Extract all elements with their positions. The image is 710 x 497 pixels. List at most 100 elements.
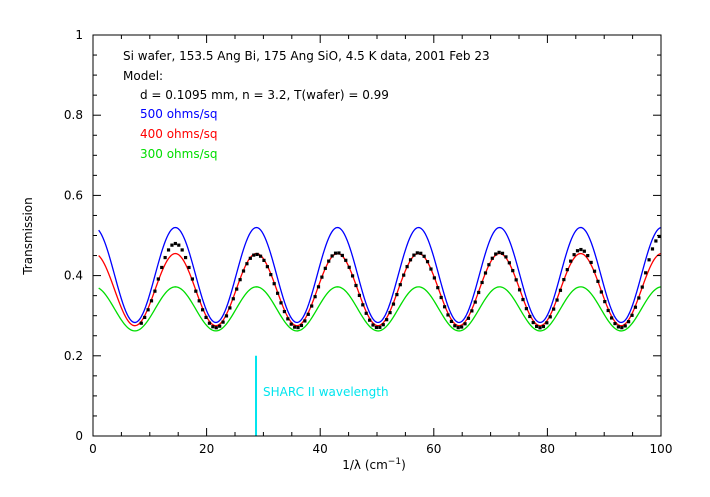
data-point <box>395 292 399 297</box>
data-point <box>340 253 344 258</box>
y-tick-label: 0 <box>75 429 83 443</box>
data-point <box>446 313 450 317</box>
x-axis-label-close: ) <box>401 458 406 472</box>
data-point <box>306 312 310 316</box>
data-point <box>504 255 508 259</box>
data-point <box>466 316 471 320</box>
data-point <box>218 324 222 328</box>
data-point <box>654 239 658 243</box>
data-point <box>316 285 321 289</box>
x-tick-label: 80 <box>540 442 555 456</box>
data-point <box>633 305 638 309</box>
data-points <box>139 234 661 330</box>
data-point <box>224 314 229 318</box>
data-point <box>480 280 484 285</box>
data-point <box>265 265 269 269</box>
data-point <box>575 249 580 253</box>
data-point <box>582 249 586 253</box>
data-point <box>398 283 402 287</box>
data-point <box>623 324 627 328</box>
data-point <box>286 317 290 321</box>
data-point <box>521 297 525 302</box>
series-line-0 <box>98 226 662 324</box>
axis-ticks: 0 20 40 60 80 100 0 0.2 0.4 0.6 0.8 1 <box>64 28 673 456</box>
data-point <box>252 253 256 257</box>
data-point <box>620 326 624 330</box>
data-point <box>170 243 174 247</box>
data-point <box>214 326 218 330</box>
data-point <box>538 326 542 330</box>
data-point <box>442 305 447 309</box>
data-point <box>483 271 488 275</box>
data-point <box>299 323 304 328</box>
x-axis-label: 1/λ (cm−1) <box>342 457 406 472</box>
data-point <box>333 251 338 255</box>
data-point <box>616 325 620 329</box>
data-point <box>555 298 559 302</box>
data-point <box>231 297 235 301</box>
data-point <box>330 254 334 258</box>
data-point <box>541 324 546 329</box>
data-point <box>207 321 212 325</box>
x-tick-label: 0 <box>89 442 97 456</box>
y-tick-label: 0.8 <box>64 108 83 122</box>
data-point <box>310 304 314 308</box>
series-line-1 <box>98 252 662 327</box>
legend-500: 500 ohms/sq <box>140 107 218 121</box>
data-point <box>613 321 617 326</box>
y-tick-label: 1 <box>75 28 83 42</box>
data-point <box>640 285 644 289</box>
data-point <box>228 306 232 310</box>
data-point <box>432 276 436 280</box>
data-point <box>350 274 355 278</box>
data-point <box>156 277 160 281</box>
data-point <box>535 324 539 328</box>
data-point <box>245 262 249 266</box>
data-point <box>139 321 143 325</box>
data-point <box>248 256 252 260</box>
data-point <box>494 252 498 256</box>
data-point <box>497 250 501 254</box>
data-point <box>303 319 307 323</box>
data-point <box>289 322 293 326</box>
data-point <box>425 260 430 264</box>
data-point <box>517 288 522 292</box>
data-point <box>412 253 416 257</box>
data-point <box>149 299 154 303</box>
data-point <box>531 320 535 325</box>
x-tick-label: 60 <box>426 442 441 456</box>
data-point <box>357 293 361 297</box>
data-point <box>146 308 150 312</box>
x-axis-label-main: 1/λ (cm <box>342 458 388 472</box>
data-point <box>528 314 532 319</box>
data-point <box>422 254 426 258</box>
data-point <box>204 315 208 320</box>
data-point <box>419 251 423 255</box>
data-point <box>524 307 528 311</box>
data-point <box>630 313 634 317</box>
data-point <box>378 325 382 329</box>
x-tick-label: 40 <box>313 442 328 456</box>
data-point <box>371 323 375 327</box>
data-point <box>415 251 419 255</box>
data-point <box>279 301 283 305</box>
data-point <box>160 265 164 270</box>
data-point <box>221 320 225 324</box>
sharc-marker: SHARC II wavelength <box>255 355 389 436</box>
data-point <box>153 289 157 293</box>
data-point <box>456 326 460 330</box>
legend-300: 300 ohms/sq <box>140 147 218 161</box>
annotation-line-2: Model: <box>123 69 163 83</box>
data-point <box>194 289 198 293</box>
legend-400: 400 ohms/sq <box>140 127 218 141</box>
data-point <box>211 325 215 329</box>
data-point <box>507 261 511 265</box>
annotation-line-1: Si wafer, 153.5 Ang Bi, 175 Ang SiO, 4.5… <box>123 49 490 63</box>
data-point <box>183 255 188 260</box>
data-point <box>166 248 171 252</box>
data-point <box>180 248 184 252</box>
data-point <box>460 325 464 329</box>
data-point <box>163 255 167 260</box>
data-point <box>500 251 505 255</box>
data-point <box>187 265 191 270</box>
